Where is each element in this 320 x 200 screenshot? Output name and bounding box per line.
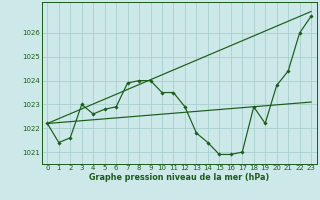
X-axis label: Graphe pression niveau de la mer (hPa): Graphe pression niveau de la mer (hPa) bbox=[89, 173, 269, 182]
